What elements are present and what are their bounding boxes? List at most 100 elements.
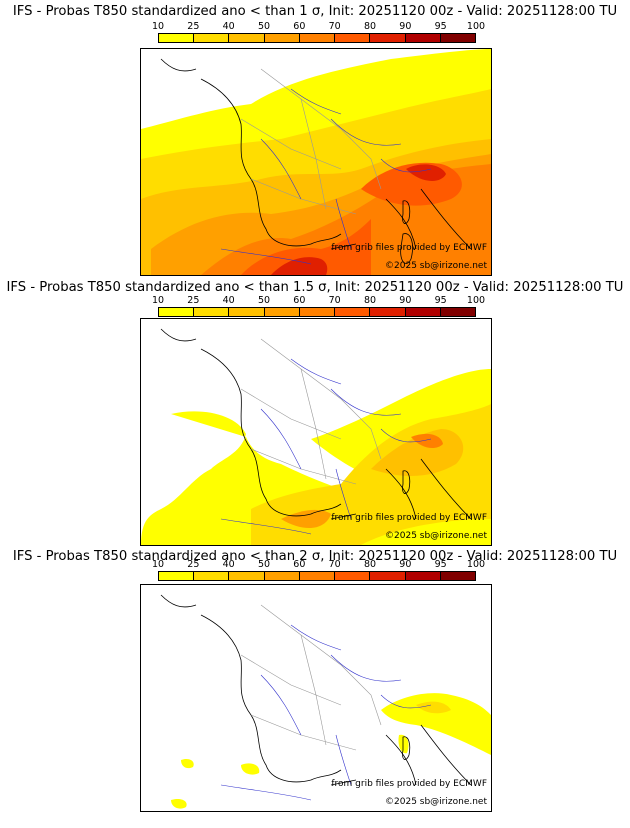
colorbar-tick-100: 100 [466, 21, 486, 32]
colorbar-2: 10 25 40 50 60 70 80 90 95 100 [152, 295, 485, 324]
panel-2: IFS - Probas T850 standardized ano < tha… [0, 276, 630, 546]
colorbar-tick-90: 90 [399, 559, 412, 570]
colorbar-swatch-70-80 [335, 308, 371, 316]
colorbar-swatch-10-25 [159, 34, 195, 42]
colorbar-swatch-25-40 [194, 34, 230, 42]
map-3-svg [160, 594, 491, 809]
colorbar-tick-50: 50 [257, 295, 271, 306]
colorbar-swatch-10-25 [159, 572, 195, 580]
colorbar-swatch-10-25 [159, 308, 195, 316]
credit-copyright: ©2025 sb@irizone.net [385, 261, 487, 271]
corsica [402, 200, 411, 224]
national-borders [240, 338, 382, 485]
sardinia [400, 233, 413, 264]
colorbar-tick-40: 40 [222, 295, 235, 306]
colorbar-tick-60: 60 [293, 559, 306, 570]
colorbar-tick-60: 60 [293, 295, 306, 306]
national-borders [240, 604, 382, 751]
corsica [402, 470, 411, 494]
colorbar-swatch-95-100 [440, 34, 475, 42]
colorbar-swatch-90-95 [405, 572, 441, 580]
prob-fill-60-alps [411, 433, 443, 449]
colorbar-swatch-25-40 [194, 572, 230, 580]
colorbar-boxes [158, 571, 476, 581]
colorbar-tick-25: 25 [187, 21, 200, 32]
colorbar-ticks: 10 25 40 50 60 70 80 90 95 100 [152, 295, 485, 307]
colorbar-tick-70: 70 [328, 559, 341, 570]
prob-fill-50 [281, 509, 331, 529]
colorbar-ticks: 10 25 40 50 60 70 80 90 95 100 [152, 21, 485, 33]
map-1: from grib files provided by ECMWF ©2025 … [140, 48, 492, 276]
colorbar-swatch-80-90 [370, 572, 406, 580]
colorbar-3: 10 25 40 50 60 70 80 90 95 100 [152, 559, 485, 588]
colorbar-swatch-25-40 [194, 308, 230, 316]
prob-fill-10-spot-3 [171, 798, 187, 809]
panel-1: IFS - Probas T850 standardized ano < tha… [0, 0, 630, 276]
panel-1-title: IFS - Probas T850 standardized ano < tha… [12, 4, 618, 19]
coastline [160, 594, 472, 786]
colorbar-tick-50: 50 [257, 559, 271, 570]
prob-fill-80-alps [406, 164, 446, 181]
prob-fill-10-spot-2 [181, 758, 194, 769]
coastline [160, 58, 472, 250]
colorbar-swatch-90-95 [405, 308, 441, 316]
panel-2-title: IFS - Probas T850 standardized ano < tha… [6, 280, 624, 295]
colorbar-boxes [158, 307, 476, 317]
colorbar-swatch-40-50 [229, 308, 265, 316]
colorbar-tick-25: 25 [187, 559, 200, 570]
panel-3-title: IFS - Probas T850 standardized ano < tha… [12, 549, 618, 564]
colorbar-tick-40: 40 [222, 21, 235, 32]
colorbar-tick-50: 50 [257, 21, 271, 32]
credit-source: from grib files provided by ECMWF [331, 243, 487, 253]
colorbar-tick-95: 95 [434, 21, 447, 32]
prob-fill-25-alps [416, 701, 451, 714]
colorbar-tick-10: 10 [151, 295, 165, 306]
colorbar-swatch-70-80 [335, 572, 371, 580]
credit-copyright: ©2025 sb@irizone.net [385, 531, 487, 541]
colorbar-tick-60: 60 [293, 21, 306, 32]
colorbar-tick-70: 70 [328, 295, 341, 306]
colorbar-tick-90: 90 [399, 21, 412, 32]
colorbar-swatch-60-70 [299, 572, 336, 580]
colorbar-swatch-90-95 [405, 34, 441, 42]
colorbar-swatch-80-90 [370, 308, 406, 316]
colorbar-tick-25: 25 [187, 295, 200, 306]
colorbar-swatch-70-80 [335, 34, 371, 42]
colorbar-swatch-50-60 [264, 34, 300, 42]
corsica [402, 736, 411, 760]
prob-fill-10-alps [381, 693, 491, 755]
colorbar-swatch-80-90 [370, 34, 406, 42]
map-3: from grib files provided by ECMWF ©2025 … [140, 584, 492, 812]
rivers [220, 358, 432, 535]
colorbar-tick-40: 40 [222, 559, 235, 570]
colorbar-swatch-60-70 [299, 308, 336, 316]
map-2-svg [141, 328, 491, 545]
colorbar-swatch-95-100 [440, 308, 475, 316]
colorbar-swatch-40-50 [229, 34, 265, 42]
colorbar-boxes [158, 33, 476, 43]
prob-fill-10-spot-1 [241, 763, 260, 775]
map-2: from grib files provided by ECMWF ©2025 … [140, 318, 492, 546]
colorbar-swatch-50-60 [264, 308, 300, 316]
credit-copyright: ©2025 sb@irizone.net [385, 797, 487, 807]
colorbar-swatch-40-50 [229, 572, 265, 580]
colorbar-tick-100: 100 [466, 559, 486, 570]
prob-fill-70 [241, 219, 371, 275]
colorbar-tick-80: 80 [363, 295, 377, 306]
colorbar-tick-95: 95 [434, 559, 447, 570]
coastline [160, 328, 472, 520]
colorbar-tick-100: 100 [466, 295, 486, 306]
colorbar-swatch-50-60 [264, 572, 300, 580]
colorbar-swatch-60-70 [299, 34, 336, 42]
credit-source: from grib files provided by ECMWF [331, 513, 487, 523]
panel-3: IFS - Probas T850 standardized ano < tha… [0, 546, 630, 828]
colorbar-tick-80: 80 [363, 21, 377, 32]
prob-fill-10-corsica [398, 734, 409, 754]
colorbar-ticks: 10 25 40 50 60 70 80 90 95 100 [152, 559, 485, 571]
prob-fill-80 [271, 257, 328, 275]
colorbar-tick-10: 10 [151, 559, 165, 570]
map-1-svg [141, 49, 491, 275]
national-borders [240, 68, 382, 215]
colorbar-1: 10 25 40 50 60 70 80 90 95 100 [152, 21, 485, 50]
colorbar-tick-10: 10 [151, 21, 165, 32]
